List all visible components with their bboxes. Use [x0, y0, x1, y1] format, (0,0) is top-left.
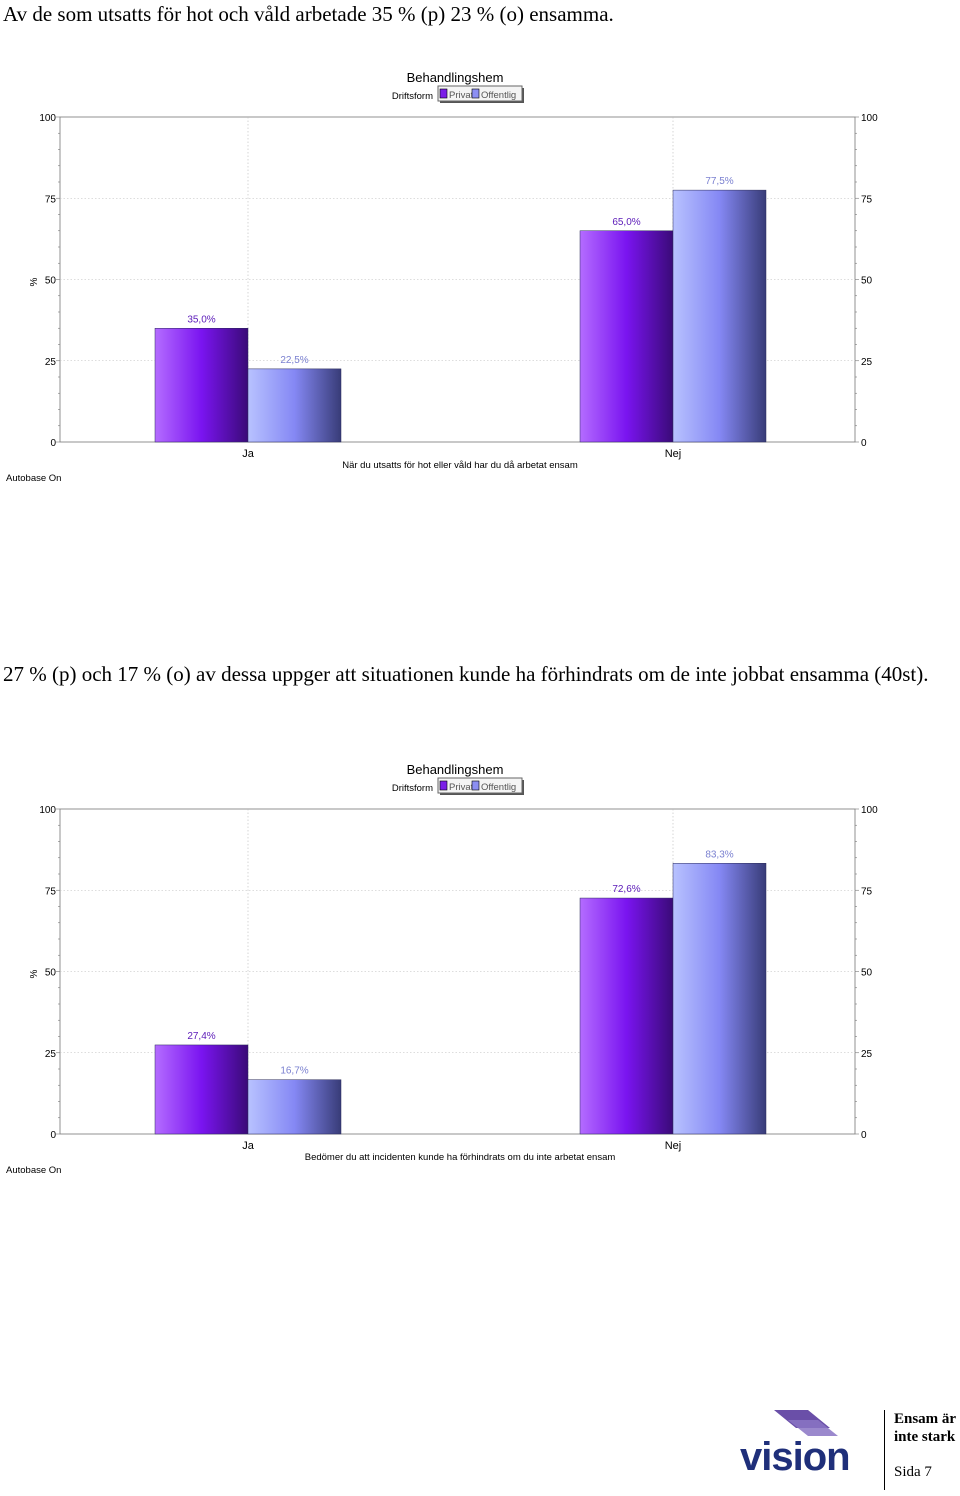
- y-tick-label-left: 50: [45, 276, 57, 287]
- slogan-line-1: Ensam är: [894, 1411, 957, 1427]
- bar-offentlig-ja: [247, 1079, 342, 1135]
- y-axis-label: %: [29, 277, 40, 286]
- y-tick-label-right: 50: [861, 276, 873, 287]
- y-tick-label-left: 0: [50, 438, 56, 449]
- legend-swatch-offentlig: [471, 780, 480, 791]
- x-axis-label: Bedömer du att incidenten kunde ha förhi…: [305, 1152, 616, 1163]
- chart-title: Behandlingshem: [407, 762, 504, 777]
- legend-box: [437, 85, 523, 102]
- legend-label-offentlig: Offentlig: [481, 782, 516, 793]
- data-label: 72,6%: [612, 884, 640, 895]
- legend-swatch-privat: [439, 780, 448, 791]
- paragraph-1: Av de som utsatts för hot och våld arbet…: [3, 2, 614, 26]
- logo-wordmark: vision: [740, 1435, 850, 1476]
- slogan-line-2: inte stark: [894, 1429, 956, 1445]
- paragraph-2: 27 % (p) och 17 % (o) av dessa uppger at…: [3, 662, 929, 686]
- x-tick-label: Nej: [665, 1140, 682, 1152]
- legend-label-privat: Privat: [449, 90, 474, 101]
- bar-chart-2: Behandlingshem Driftsform Privat Offentlig 0…: [6, 762, 878, 1176]
- data-label: 35,0%: [187, 314, 215, 325]
- y-tick-label-left: 50: [45, 968, 57, 979]
- y-tick-label-left: 0: [50, 1130, 56, 1141]
- page-number: Sida 7: [894, 1464, 932, 1480]
- y-tick-label-right: 25: [861, 357, 873, 368]
- data-label: 65,0%: [612, 217, 640, 228]
- footer-slogan: Ensam är inte stark: [894, 1410, 960, 1446]
- x-tick-label: Ja: [242, 448, 255, 460]
- bar-privat-nej: [579, 230, 674, 443]
- y-tick-label-right: 75: [861, 194, 873, 205]
- y-tick-label-left: 100: [39, 805, 56, 816]
- data-label: 22,5%: [280, 355, 308, 366]
- legend-label-offentlig: Offentlig: [481, 90, 516, 101]
- y-tick-label-right: 100: [861, 805, 878, 816]
- y-tick-label-left: 25: [45, 357, 57, 368]
- y-tick-label-left: 75: [45, 194, 57, 205]
- bar-offentlig-nej: [672, 863, 767, 1135]
- bar-offentlig-ja: [247, 368, 342, 443]
- x-tick-label: Nej: [665, 448, 682, 460]
- legend-label-privat: Privat: [449, 782, 474, 793]
- vision-logo: vision: [738, 1406, 878, 1479]
- chart-title: Behandlingshem: [407, 70, 504, 85]
- legend-title: Driftsform: [392, 783, 433, 794]
- y-tick-label-right: 100: [861, 113, 878, 124]
- y-tick-label-right: 0: [861, 438, 867, 449]
- footer-divider: [884, 1410, 885, 1490]
- data-label: 27,4%: [187, 1031, 215, 1042]
- bar-privat-nej: [579, 897, 674, 1135]
- legend-title: Driftsform: [392, 91, 433, 102]
- y-tick-label-right: 0: [861, 1130, 867, 1141]
- x-tick-label: Ja: [242, 1140, 255, 1152]
- data-label: 16,7%: [280, 1066, 308, 1077]
- bar-privat-ja: [154, 1044, 249, 1135]
- legend-box: [437, 777, 523, 794]
- bar-privat-ja: [154, 328, 249, 443]
- bar-chart-1: Behandlingshem Driftsform Privat Offentlig 0…: [6, 70, 878, 484]
- legend-swatch-privat: [439, 88, 448, 99]
- y-tick-label-right: 50: [861, 968, 873, 979]
- y-tick-label-left: 75: [45, 886, 57, 897]
- autobase-label: Autobase On: [6, 473, 61, 484]
- bar-offentlig-nej: [672, 189, 767, 443]
- y-tick-label-right: 75: [861, 886, 873, 897]
- autobase-label: Autobase On: [6, 1165, 61, 1176]
- data-label: 83,3%: [705, 849, 733, 860]
- y-tick-label-left: 100: [39, 113, 56, 124]
- data-label: 77,5%: [705, 176, 733, 187]
- y-axis-label: %: [29, 969, 40, 978]
- legend-swatch-offentlig: [471, 88, 480, 99]
- y-tick-label-left: 25: [45, 1049, 57, 1060]
- y-tick-label-right: 25: [861, 1049, 873, 1060]
- x-axis-label: När du utsatts för hot eller våld har du…: [342, 460, 578, 471]
